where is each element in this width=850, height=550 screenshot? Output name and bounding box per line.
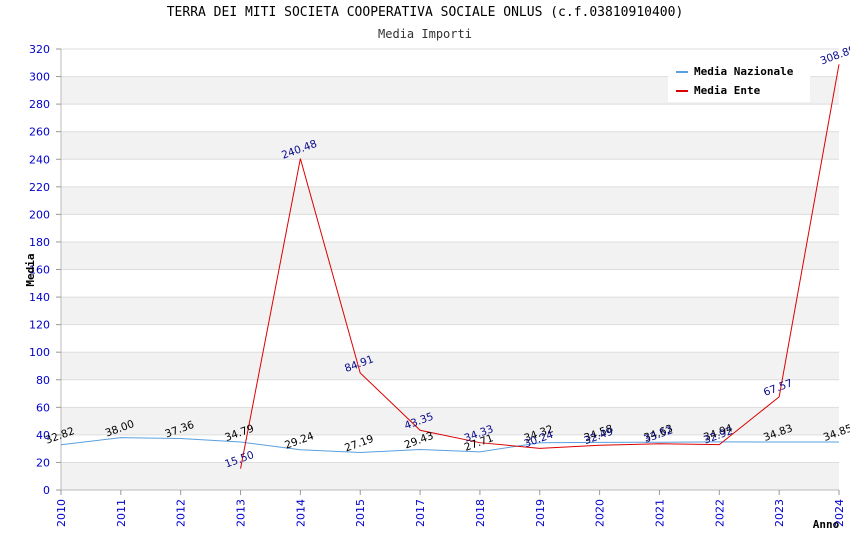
grid-band	[61, 241, 839, 270]
x-tick-label: 2022	[713, 499, 726, 527]
x-tick-label: 2019	[534, 499, 547, 527]
y-tick-label: 260	[29, 126, 50, 139]
y-tick-label: 280	[29, 98, 50, 111]
y-tick-label: 240	[29, 153, 50, 166]
grid-band	[61, 407, 839, 435]
series-media-nazionale	[60, 437, 840, 454]
y-tick-label: 100	[29, 346, 50, 359]
data-label-media-ente: 308.89	[819, 44, 850, 68]
x-tick-label: 2023	[773, 499, 786, 527]
legend: Media Nazionale Media Ente	[668, 60, 810, 102]
chart-title: TERRA DEI MITI SOCIETA COOPERATIVA SOCIA…	[166, 5, 684, 20]
x-tick-label: 2015	[354, 499, 367, 527]
grid-band	[61, 462, 839, 490]
x-tick-label: 2021	[653, 499, 666, 527]
y-axis-ticks: 0 20 40 60 80 100 120 140 160 180 200 220 240 260 280 3…	[29, 43, 61, 497]
y-tick-label: 80	[36, 374, 50, 387]
legend-box	[668, 60, 810, 102]
y-tick-label: 200	[29, 208, 50, 221]
y-tick-label: 120	[29, 319, 50, 332]
y-tick-label: 40	[36, 429, 50, 442]
grid-band	[61, 352, 839, 380]
line-media-nazionale	[60, 437, 840, 454]
y-tick-label: 0	[43, 484, 50, 497]
gridlines	[61, 48, 839, 491]
chart-subtitle: Media Importi	[378, 27, 472, 41]
y-tick-label: 220	[29, 181, 50, 194]
x-tick-label: 2010	[55, 499, 68, 527]
x-tick-label: 2013	[235, 499, 248, 527]
grid-band	[61, 297, 839, 325]
y-tick-label: 300	[29, 71, 50, 84]
x-tick-label: 2018	[474, 499, 487, 527]
y-tick-label: 320	[29, 43, 50, 56]
data-label-media-ente: 67.57	[762, 377, 794, 399]
data-label-media-nazionale: 27.19	[343, 433, 375, 455]
series-media-ente	[240, 64, 840, 469]
line-media-ente	[240, 64, 840, 469]
x-tick-label: 2024	[833, 499, 846, 527]
legend-label-media-nazionale: Media Nazionale	[694, 65, 794, 78]
legend-label-media-ente: Media Ente	[694, 84, 761, 97]
x-axis-label: Anno	[813, 518, 840, 531]
x-tick-label: 2012	[175, 499, 188, 527]
y-tick-label: 160	[29, 264, 50, 277]
x-tick-label: 2017	[414, 499, 427, 527]
x-axis-ticks: 2010 2011 2012 2013 2014 2015 2017 2018 2019 2020…	[55, 490, 846, 527]
y-tick-label: 180	[29, 236, 50, 249]
x-tick-label: 2020	[594, 499, 607, 527]
y-tick-label: 60	[36, 401, 50, 414]
x-tick-label: 2014	[294, 499, 307, 527]
y-tick-label: 140	[29, 291, 50, 304]
x-tick-label: 2011	[115, 499, 128, 527]
grid-band	[61, 131, 839, 160]
grid-bands	[61, 76, 839, 490]
y-axis-label: Media	[24, 253, 37, 286]
y-tick-label: 20	[36, 456, 50, 469]
grid-band	[61, 186, 839, 215]
